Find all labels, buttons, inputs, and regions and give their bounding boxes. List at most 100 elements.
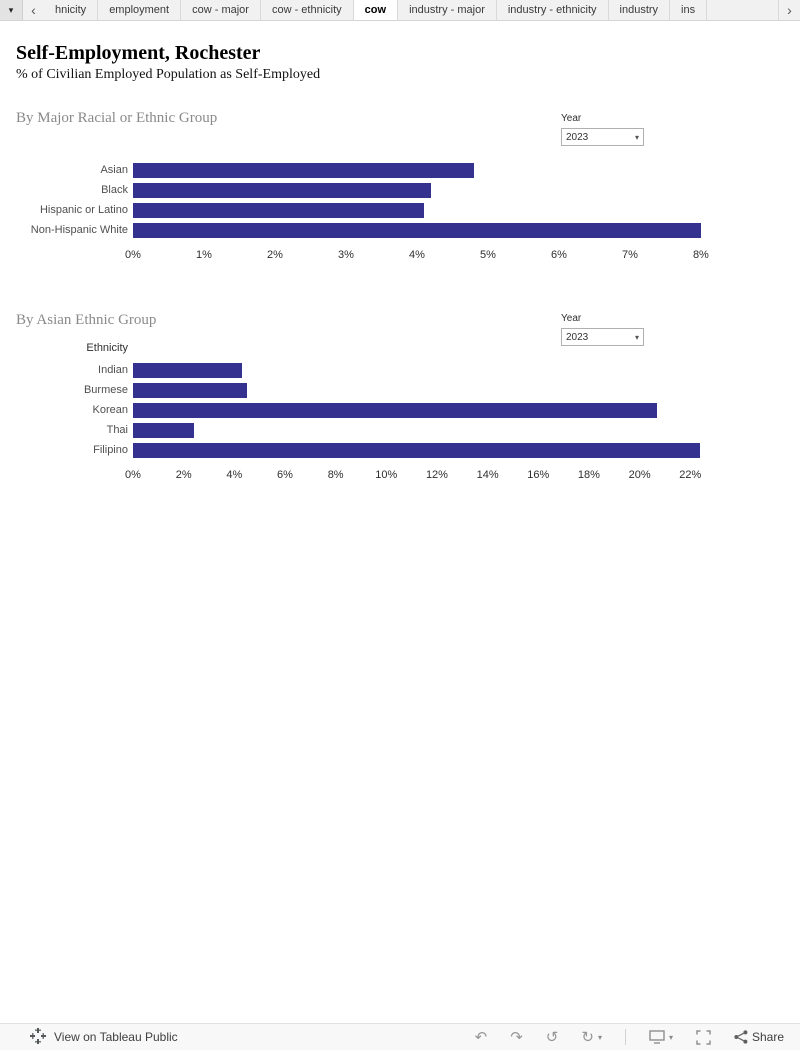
axis-tick-label: 0%: [125, 249, 141, 261]
sheet-tab-hnicity[interactable]: hnicity: [44, 0, 99, 20]
share-button[interactable]: Share: [734, 1030, 784, 1044]
axis-tick-label: 0%: [125, 469, 141, 481]
sheet-tab-cow-ethnicity[interactable]: cow - ethnicity: [260, 0, 354, 20]
bar-chart-asian-ethnic-group: Ethnicity Indian Burmese Korean Thai Filipin…: [16, 342, 708, 483]
axis-header-ethnicity: Ethnicity: [86, 342, 128, 354]
bar-track: [133, 162, 708, 178]
undo-button[interactable]: ↶: [474, 1027, 488, 1046]
caret-down-icon: ▾: [634, 332, 639, 342]
bar-korean[interactable]: [133, 402, 658, 418]
bar-burmese[interactable]: [133, 382, 247, 398]
axis-tick-label: 4%: [408, 249, 425, 261]
x-axis: 0% 2% 4% 6% 8% 10% 12% 14% 16% 18% 20% 22%: [125, 469, 708, 483]
year-filter-major-group: Year 2023 ▾: [561, 113, 644, 146]
category-label: Burmese: [83, 384, 128, 396]
filter-label: Year: [561, 313, 582, 324]
refresh-icon: ↻: [581, 1027, 594, 1046]
x-axis: 0% 1% 2% 3% 4% 5% 6% 7% 8%: [125, 249, 709, 263]
axis-tick-label: 6%: [277, 469, 293, 481]
redo-button[interactable]: ↷: [510, 1027, 523, 1046]
bar-track: [133, 202, 708, 218]
bar-row: Asian: [16, 160, 708, 180]
bar-row: Filipino: [16, 440, 708, 460]
bar-indian[interactable]: [133, 362, 242, 378]
fullscreen-button[interactable]: [696, 1029, 711, 1045]
caret-down-icon: ▾: [634, 132, 639, 142]
tab-menu-button[interactable]: ▾: [0, 0, 23, 20]
monitor-icon: [649, 1030, 665, 1044]
sheet-tab-cow-major[interactable]: cow - major: [181, 0, 261, 20]
reset-button[interactable]: ↺: [545, 1027, 559, 1046]
axis-tick-label: 2%: [175, 469, 192, 481]
category-label: Asian: [100, 164, 128, 176]
axis-tick-label: 6%: [550, 249, 567, 261]
caret-down-icon: ▾: [8, 4, 14, 15]
category-label: Non-Hispanic White: [30, 224, 128, 236]
axis-tick-label: 10%: [375, 469, 398, 481]
chart-title-major-group: By Major Racial or Ethnic Group: [16, 110, 218, 126]
axis-tick-label: 14%: [476, 469, 499, 481]
bar-track: [133, 402, 708, 418]
year-filter-dropdown[interactable]: 2023 ▾: [561, 328, 644, 346]
sheet-tab-industry-ethnicity[interactable]: industry - ethnicity: [496, 0, 609, 20]
sheet-tab-cow[interactable]: cow: [353, 0, 399, 20]
axis-tick-label: 16%: [527, 469, 550, 481]
bar-track: [133, 422, 708, 438]
view-on-tableau-public-label: View on Tableau Public: [54, 1030, 178, 1044]
view-on-tableau-public-link[interactable]: View on Tableau Public: [30, 1027, 178, 1047]
bar-hispanic-or-latino[interactable]: [133, 202, 425, 218]
chart-title-asian-group: By Asian Ethnic Group: [16, 312, 157, 328]
tableau-logo-icon: [30, 1027, 46, 1047]
bar-filipino[interactable]: [133, 442, 701, 458]
bar-thai[interactable]: [133, 422, 194, 438]
bar-row: Burmese: [16, 380, 708, 400]
caret-down-icon: ▾: [668, 1032, 673, 1042]
bar-track: [133, 182, 708, 198]
bar-row: Non-Hispanic White: [16, 220, 708, 240]
filter-value: 2023: [566, 331, 589, 343]
filter-label: Year: [561, 113, 582, 124]
category-label: Korean: [92, 404, 128, 416]
sheet-tab-industry[interactable]: industry: [608, 0, 671, 20]
bar-track: [133, 382, 708, 398]
page-subtitle: % of Civilian Employed Population as Sel…: [16, 67, 321, 82]
display-options-button[interactable]: ▾: [649, 1030, 673, 1044]
axis-tick-label: 8%: [327, 469, 344, 481]
bar-row: Indian: [16, 360, 708, 380]
sheet-tab-employment[interactable]: employment: [98, 0, 182, 20]
bar-row: Black: [16, 180, 708, 200]
axis-tick-label: 4%: [226, 469, 243, 481]
bar-non-hispanic-white[interactable]: [133, 222, 701, 238]
bar-rows: Indian Burmese Korean Thai Filipino: [16, 360, 708, 460]
category-label: Hispanic or Latino: [39, 204, 128, 216]
axis-tick-label: 8%: [692, 249, 709, 261]
tab-scroll-right-button[interactable]: ›: [778, 0, 800, 20]
bar-black[interactable]: [133, 182, 432, 198]
axis-tick-label: 18%: [577, 469, 600, 481]
year-filter-dropdown[interactable]: 2023 ▾: [561, 128, 644, 146]
replay-animation-button[interactable]: ↻ ▾: [581, 1027, 602, 1046]
axis-tick-label: 7%: [621, 249, 638, 261]
bar-track: [133, 442, 708, 458]
page-title: Self-Employment, Rochester: [16, 42, 261, 64]
toolbar-divider: [624, 1029, 626, 1045]
tab-scroll-left-button[interactable]: ‹: [23, 0, 44, 20]
sheet-tabs: hnicity employment cow - major cow - ethnic…: [44, 0, 778, 20]
sheet-tab-industry-major[interactable]: industry - major: [398, 0, 497, 20]
bar-rows: Asian Black Hispanic or Latino Non-Hispanic…: [16, 160, 708, 240]
caret-down-icon: ▾: [597, 1032, 602, 1042]
category-label: Black: [101, 184, 128, 196]
bar-row: Hispanic or Latino: [16, 200, 708, 220]
filter-value: 2023: [566, 131, 589, 143]
bar-row: Thai: [16, 420, 708, 440]
tableau-toolbar: View on Tableau Public ↶ ↷ ↺ ↻ ▾ ▾: [0, 1023, 800, 1050]
toolbar-actions: ↶ ↷ ↺ ↻ ▾ ▾ Share: [475, 1029, 784, 1045]
category-label: Filipino: [93, 444, 128, 456]
sheet-tab-ins[interactable]: ins: [670, 0, 708, 20]
bar-asian[interactable]: [133, 162, 474, 178]
axis-tick-label: 20%: [628, 469, 651, 481]
axis-tick-label: 5%: [479, 249, 496, 261]
share-label: Share: [751, 1030, 784, 1044]
bar-track: [133, 222, 708, 238]
bar-track: [133, 362, 708, 378]
